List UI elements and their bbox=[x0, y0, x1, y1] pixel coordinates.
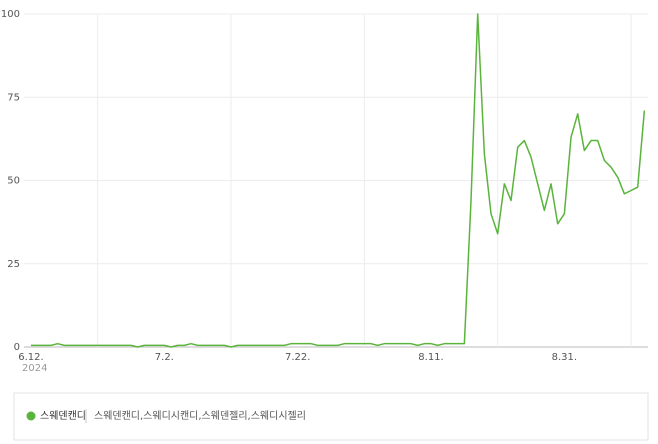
legend-marker bbox=[26, 411, 36, 421]
x-tick-label: 7.22. bbox=[285, 352, 310, 363]
legend-box bbox=[13, 392, 649, 441]
legend-label: 스웨덴캔디 bbox=[40, 410, 86, 422]
y-tick-label: 75 bbox=[7, 92, 20, 103]
y-tick-label: 0 bbox=[14, 342, 20, 353]
x-tick-label: 8.11. bbox=[418, 352, 443, 363]
series-line bbox=[31, 13, 646, 348]
y-tick-label: 50 bbox=[7, 176, 20, 187]
y-tick-label: 100 bbox=[1, 9, 20, 20]
x-tick-label: 6.12. bbox=[18, 352, 43, 363]
legend-keywords: 스웨덴캔디,스웨디시캔디,스웨덴젤리,스웨디시젤리 bbox=[94, 410, 306, 422]
y-tick-label: 25 bbox=[7, 259, 20, 270]
year-label: 2024 bbox=[22, 363, 47, 374]
x-tick-label: 8.31. bbox=[552, 352, 577, 363]
x-tick-label: 7.2. bbox=[155, 352, 174, 363]
